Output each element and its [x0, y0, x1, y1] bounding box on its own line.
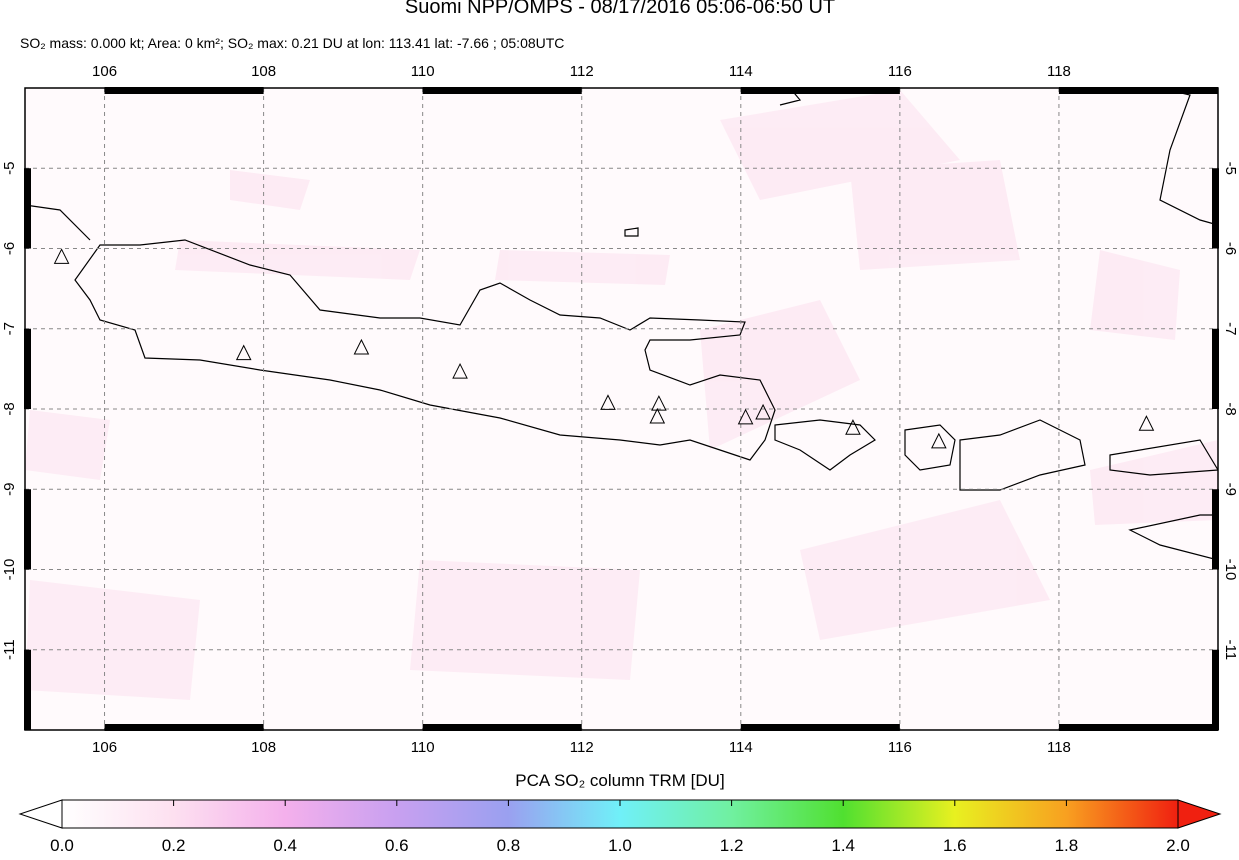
- title: Suomi NPP/OMPS - 08/17/2016 05:06-06:50 …: [405, 0, 835, 18]
- lat-tick-label: -8: [1222, 402, 1239, 415]
- colorbar-tick-label: 1.0: [608, 836, 632, 855]
- colorbar-tick-label: 1.4: [831, 836, 855, 855]
- lat-tick-label: -6: [1222, 242, 1239, 255]
- lat-tick-label: -9: [1, 483, 18, 496]
- volcano: [931, 432, 947, 449]
- volcano: [353, 338, 370, 355]
- colorbar-tick-label: 1.8: [1055, 836, 1079, 855]
- frame-segment: [104, 724, 264, 731]
- volcano: [1138, 415, 1155, 431]
- lon-tick-label: 112: [570, 63, 594, 80]
- colorbar-tick-label: 0.8: [497, 836, 521, 855]
- frame-segment: [24, 489, 31, 570]
- volcano: [651, 395, 667, 411]
- lon-tick-label: 118: [1047, 739, 1071, 756]
- frame-segment: [104, 87, 264, 94]
- frame-segment: [1058, 724, 1218, 731]
- frame-segment: [1212, 168, 1219, 249]
- subtitle: SO₂ mass: 0.000 kt; Area: 0 km²; SO₂ max…: [20, 35, 564, 51]
- lon-tick-label: 108: [251, 63, 276, 80]
- lat-tick-label: -10: [1, 559, 18, 581]
- colorbar-tick-label: 0.6: [385, 836, 409, 855]
- frame-segment: [740, 87, 900, 94]
- lat-tick-label: -6: [1, 242, 18, 255]
- lat-tick-label: -8: [1, 402, 18, 415]
- volcano: [649, 407, 666, 424]
- lat-tick-label: -11: [1222, 639, 1239, 660]
- lat-tick-label: -11: [1, 639, 18, 660]
- coastline: [74, 239, 776, 461]
- lat-tick-label: -7: [1, 322, 18, 335]
- frame-segment: [422, 87, 582, 94]
- frame-segment: [1212, 489, 1219, 570]
- volcano: [452, 362, 468, 379]
- volcano: [737, 408, 754, 425]
- colorbar-high-arrow: [1177, 799, 1222, 829]
- lat-tick-label: -9: [1222, 483, 1239, 496]
- colorbar-tick-label: 0.0: [50, 836, 74, 855]
- frame-segment: [1212, 328, 1219, 409]
- map-area: [25, 88, 1218, 730]
- volcano: [845, 419, 861, 435]
- frame-segment: [740, 724, 900, 731]
- frame-segment: [24, 168, 31, 249]
- lat-tick-label: -5: [1222, 162, 1239, 175]
- colorbar-tick-label: 0.4: [273, 836, 297, 855]
- lat-tick-label: -10: [1222, 559, 1239, 581]
- volcano: [755, 403, 771, 420]
- lon-tick-label: 110: [411, 739, 435, 756]
- lon-tick-label: 106: [92, 739, 117, 756]
- lon-tick-label: 114: [729, 63, 753, 80]
- volcano: [53, 248, 70, 264]
- volcano: [600, 394, 616, 410]
- frame-segment: [1058, 87, 1218, 94]
- lat-tick-label: -7: [1222, 322, 1239, 335]
- colorbar-label: PCA SO₂ column TRM [DU]: [515, 771, 724, 790]
- lon-tick-label: 114: [729, 739, 753, 756]
- lon-tick-label: 108: [251, 739, 276, 756]
- volcano: [235, 344, 252, 361]
- frame-segment: [24, 328, 31, 409]
- coastline: [25, 88, 1218, 561]
- lon-tick-label: 118: [1047, 63, 1071, 80]
- lon-tick-label: 116: [888, 63, 912, 80]
- colorbar-low-arrow: [18, 799, 63, 829]
- lon-tick-label: 112: [570, 739, 594, 756]
- lon-tick-label: 116: [888, 739, 912, 756]
- lat-tick-label: -5: [1, 162, 18, 175]
- frame-segment: [24, 649, 31, 730]
- colorbar-tick-label: 2.0: [1166, 836, 1190, 855]
- frame-segment: [1212, 649, 1219, 730]
- colorbar-tick-label: 0.2: [162, 836, 186, 855]
- lon-tick-label: 110: [411, 63, 435, 80]
- frame-segment: [422, 724, 582, 731]
- colorbar-tick-label: 1.2: [720, 836, 744, 855]
- colorbar-tick-label: 1.6: [943, 836, 967, 855]
- lon-tick-label: 106: [92, 63, 117, 80]
